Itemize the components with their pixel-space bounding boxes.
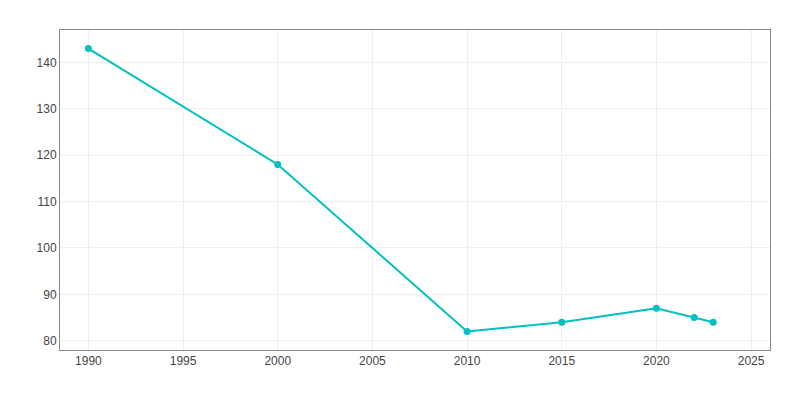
svg-text:2010: 2010 <box>454 354 481 368</box>
svg-text:1990: 1990 <box>75 354 102 368</box>
svg-text:120: 120 <box>37 148 57 162</box>
svg-text:2025: 2025 <box>738 354 765 368</box>
svg-text:2000: 2000 <box>264 354 291 368</box>
svg-text:130: 130 <box>37 102 57 116</box>
svg-text:100: 100 <box>37 241 57 255</box>
svg-text:2015: 2015 <box>548 354 575 368</box>
svg-text:140: 140 <box>37 56 57 70</box>
svg-text:1995: 1995 <box>170 354 197 368</box>
svg-text:110: 110 <box>37 195 56 209</box>
svg-text:90: 90 <box>43 288 57 302</box>
svg-text:80: 80 <box>43 334 57 348</box>
svg-text:2005: 2005 <box>359 354 386 368</box>
svg-text:2020: 2020 <box>643 354 670 368</box>
